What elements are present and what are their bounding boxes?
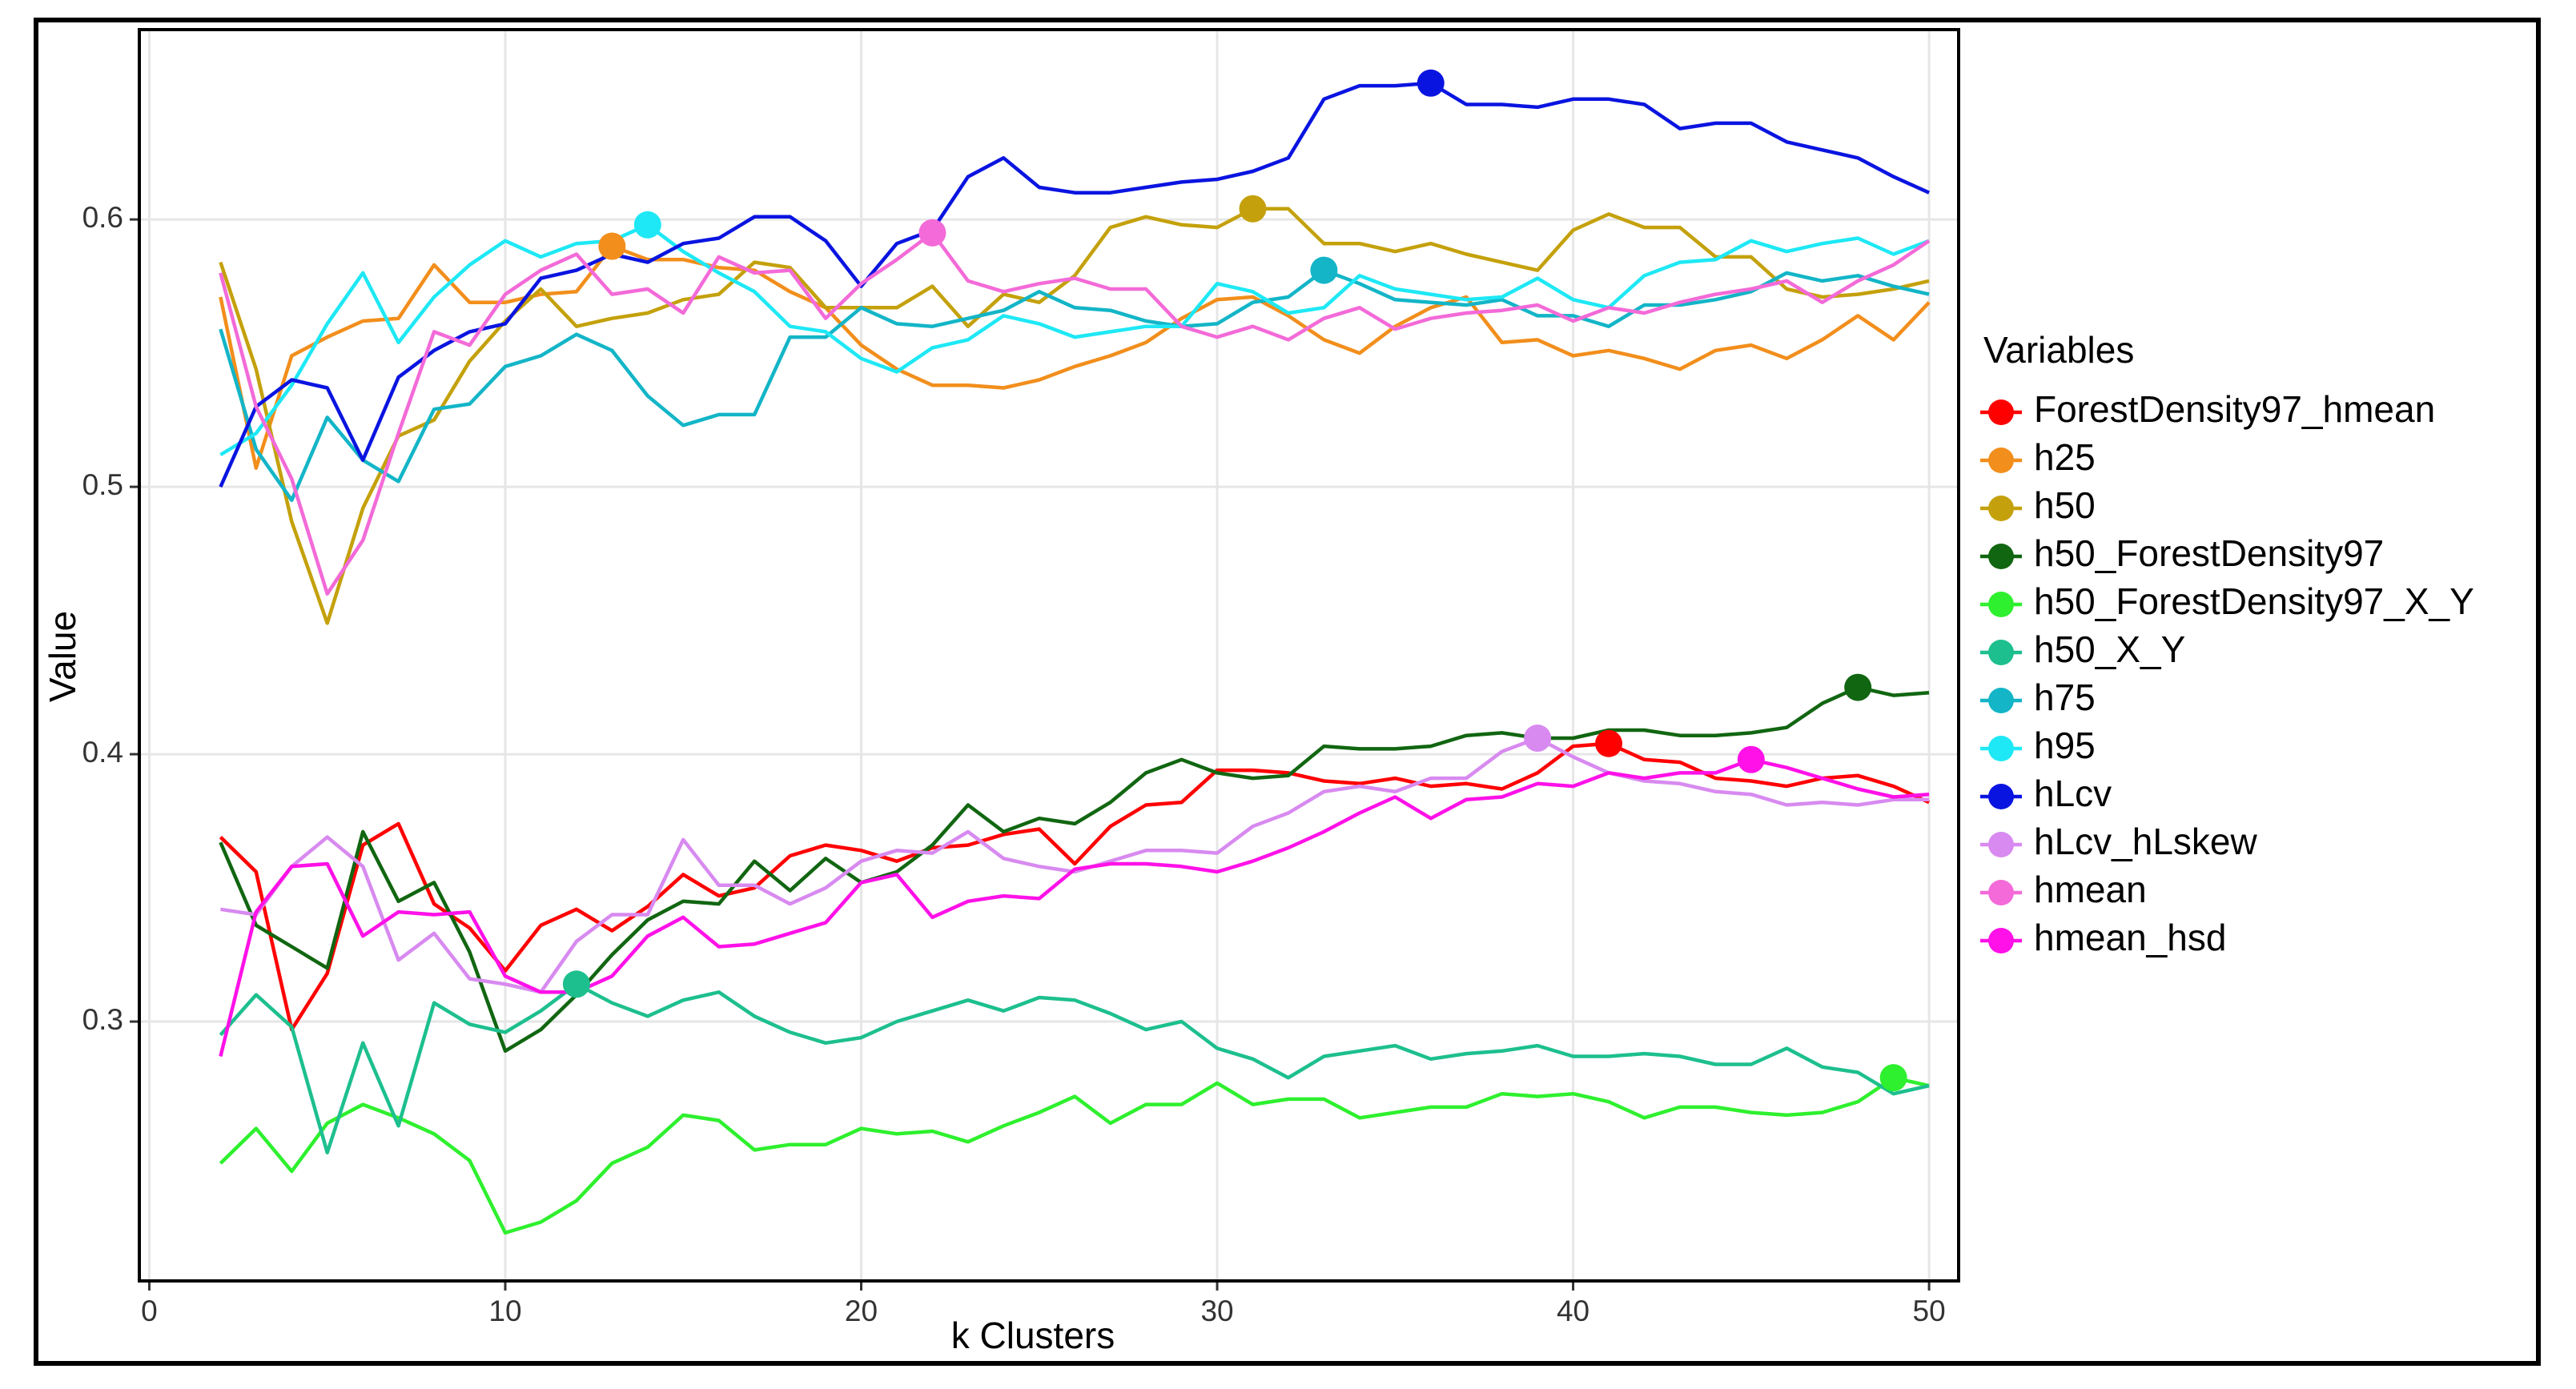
series-line bbox=[219, 244, 1931, 470]
series-line bbox=[220, 736, 1930, 994]
legend-label: h95 bbox=[2034, 725, 2096, 766]
x-axis-title: k Clusters bbox=[951, 1315, 1115, 1356]
x-tick-label: 50 bbox=[1913, 1295, 1946, 1327]
highlight-point bbox=[918, 219, 946, 247]
legend-label: hmean_hsd bbox=[2034, 917, 2226, 958]
plot-background bbox=[139, 30, 1959, 1281]
legend-swatch bbox=[1988, 448, 2014, 473]
legend-swatch bbox=[1988, 736, 2014, 761]
legend-label: ForestDensity97_hmean bbox=[2034, 388, 2435, 430]
x-tick-label: 30 bbox=[1200, 1295, 1233, 1327]
legend-swatch bbox=[1988, 399, 2014, 425]
x-tick-label: 20 bbox=[845, 1295, 878, 1327]
legend-label: h50_ForestDensity97_X_Y bbox=[2034, 580, 2474, 622]
legend-swatch bbox=[1988, 832, 2014, 857]
y-tick-label: 0.3 bbox=[82, 1003, 123, 1036]
highlight-point bbox=[1595, 729, 1623, 757]
legend-label: h75 bbox=[2034, 676, 2096, 718]
highlight-point bbox=[1524, 725, 1552, 753]
legend-swatch bbox=[1988, 880, 2014, 905]
plot-frame bbox=[138, 28, 1960, 1283]
highlight-point bbox=[562, 970, 590, 998]
x-tick-label: 10 bbox=[488, 1295, 521, 1327]
legend-label: hmean bbox=[2034, 869, 2147, 910]
series-line bbox=[219, 268, 1930, 503]
series-line bbox=[219, 1075, 1930, 1235]
legend-swatch bbox=[1988, 592, 2014, 617]
legend-swatch bbox=[1988, 928, 2014, 953]
y-axis-title: Value bbox=[42, 611, 83, 702]
highlight-point bbox=[598, 232, 626, 260]
series-line bbox=[219, 741, 1931, 1032]
highlight-point bbox=[1310, 256, 1338, 284]
y-tick-label: 0.4 bbox=[82, 736, 123, 769]
highlight-point bbox=[1844, 673, 1872, 701]
legend-label: h50_ForestDensity97 bbox=[2034, 532, 2384, 574]
highlight-point bbox=[1239, 195, 1267, 223]
x-tick-label: 40 bbox=[1557, 1295, 1589, 1327]
legend-swatch bbox=[1988, 784, 2014, 809]
y-tick-label: 0.5 bbox=[82, 468, 123, 501]
highlight-point bbox=[633, 211, 661, 239]
legend-swatch bbox=[1988, 544, 2014, 569]
series-line bbox=[219, 81, 1931, 488]
legend-label: h50_X_Y bbox=[2034, 628, 2185, 670]
series-line bbox=[219, 223, 1930, 456]
series-line bbox=[219, 685, 1930, 1054]
legend-title: Variables bbox=[1983, 329, 2134, 371]
series-line bbox=[219, 231, 1931, 596]
x-tick-label: 0 bbox=[141, 1295, 158, 1327]
legend-label: h25 bbox=[2034, 436, 2096, 478]
highlight-point bbox=[1737, 745, 1765, 773]
highlight-point bbox=[1417, 69, 1445, 97]
legend-label: hLcv bbox=[2034, 773, 2112, 814]
legend-swatch bbox=[1988, 640, 2014, 665]
outer-frame bbox=[34, 18, 2541, 1366]
series-line bbox=[219, 982, 1930, 1154]
highlight-point bbox=[1879, 1064, 1907, 1092]
series-line bbox=[219, 757, 1930, 1058]
legend-swatch bbox=[1988, 688, 2014, 713]
legend-swatch bbox=[1988, 496, 2014, 521]
y-tick-label: 0.6 bbox=[82, 201, 123, 234]
legend-label: h50 bbox=[2034, 484, 2096, 526]
legend-label: hLcv_hLskew bbox=[2034, 821, 2257, 862]
